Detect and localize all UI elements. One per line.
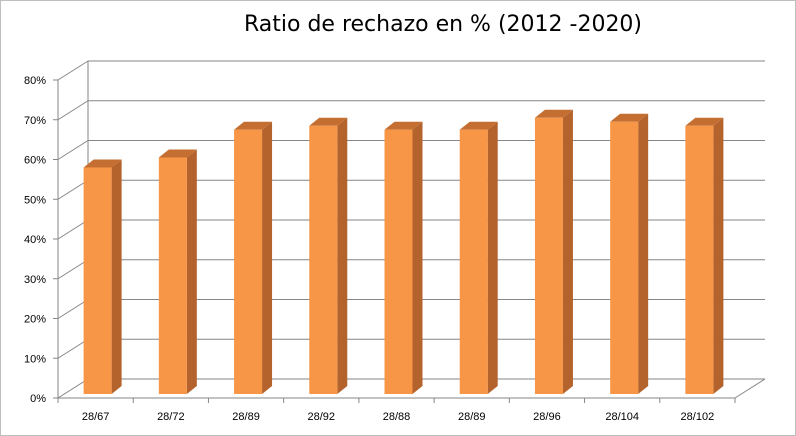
bar — [158, 149, 197, 394]
bar-side — [186, 149, 197, 394]
bar-front — [685, 125, 714, 395]
y-tick-label: 0% — [30, 393, 46, 405]
x-axis-tick-labels: 28/67 28/72 28/89 28/92 28/88 28/89 28/96 28/10… — [82, 411, 714, 423]
y-axis-tick-labels: 0% 10% 20% 30% 40% 50% 60% 70% 80% — [24, 75, 46, 405]
bar-side — [487, 121, 498, 394]
bar-front — [459, 129, 488, 394]
y-tick-label: 80% — [24, 75, 46, 87]
y-tick-label: 60% — [24, 155, 46, 167]
y-tick-label: 10% — [24, 353, 46, 365]
bar-top — [459, 121, 498, 130]
bar-top — [234, 121, 273, 130]
bar-top — [158, 149, 197, 158]
bar — [234, 121, 273, 394]
x-tick-label: 28/72 — [157, 411, 185, 423]
bar-front — [234, 129, 263, 394]
gridline-diagonal — [57, 259, 89, 280]
bar-front — [309, 125, 338, 395]
bars — [83, 109, 724, 395]
x-tick-label: 28/92 — [308, 411, 336, 423]
y-tick-label: 40% — [24, 234, 46, 246]
bar-side — [111, 159, 122, 394]
gridline-diagonal — [57, 299, 89, 319]
bar-front — [384, 129, 413, 394]
bar-top — [309, 117, 348, 126]
gridline-diagonal — [57, 140, 89, 160]
gridline-diagonal — [57, 60, 89, 81]
x-tick-label: 28/89 — [232, 411, 260, 423]
bar — [534, 109, 573, 394]
x-tick-label: 28/67 — [82, 411, 110, 423]
chart-title: Ratio de rechazo en % (2012 -2020) — [243, 12, 643, 37]
x-tick-label: 28/88 — [383, 411, 411, 423]
bar-front — [83, 167, 112, 394]
x-tick-label: 28/104 — [605, 411, 639, 423]
bar-front — [610, 121, 639, 395]
bar-side — [262, 121, 273, 394]
y-tick-label: 70% — [24, 115, 46, 127]
bar-side — [638, 113, 649, 395]
bar-top — [384, 121, 423, 130]
gridlines — [53, 60, 766, 403]
bar-top — [83, 159, 122, 168]
bar — [309, 117, 348, 395]
y-tick-label: 20% — [24, 314, 46, 326]
bar-side — [562, 109, 573, 394]
gridline-diagonal — [57, 219, 89, 240]
bar — [384, 121, 423, 394]
gridline-diagonal — [57, 378, 89, 399]
gridline-diagonal — [57, 338, 89, 359]
gridline-diagonal — [57, 100, 89, 121]
y-tick-label: 30% — [24, 274, 46, 286]
bar-side — [412, 121, 423, 394]
bar-side — [713, 117, 724, 395]
bar-front — [158, 157, 187, 394]
bar — [610, 113, 649, 395]
bar — [685, 117, 724, 395]
bar-front — [534, 117, 563, 394]
bar-top — [685, 117, 724, 126]
floor-edge — [734, 378, 766, 399]
y-tick-label: 50% — [24, 194, 46, 206]
x-tick-label: 28/89 — [458, 411, 486, 423]
bar — [459, 121, 498, 394]
bar — [83, 159, 122, 394]
gridline-diagonal — [57, 179, 89, 200]
bar-top — [534, 109, 573, 118]
x-tick-label: 28/96 — [533, 411, 561, 423]
x-tick-label: 28/102 — [681, 411, 715, 423]
bar-side — [337, 117, 348, 395]
bar-top — [610, 113, 649, 122]
